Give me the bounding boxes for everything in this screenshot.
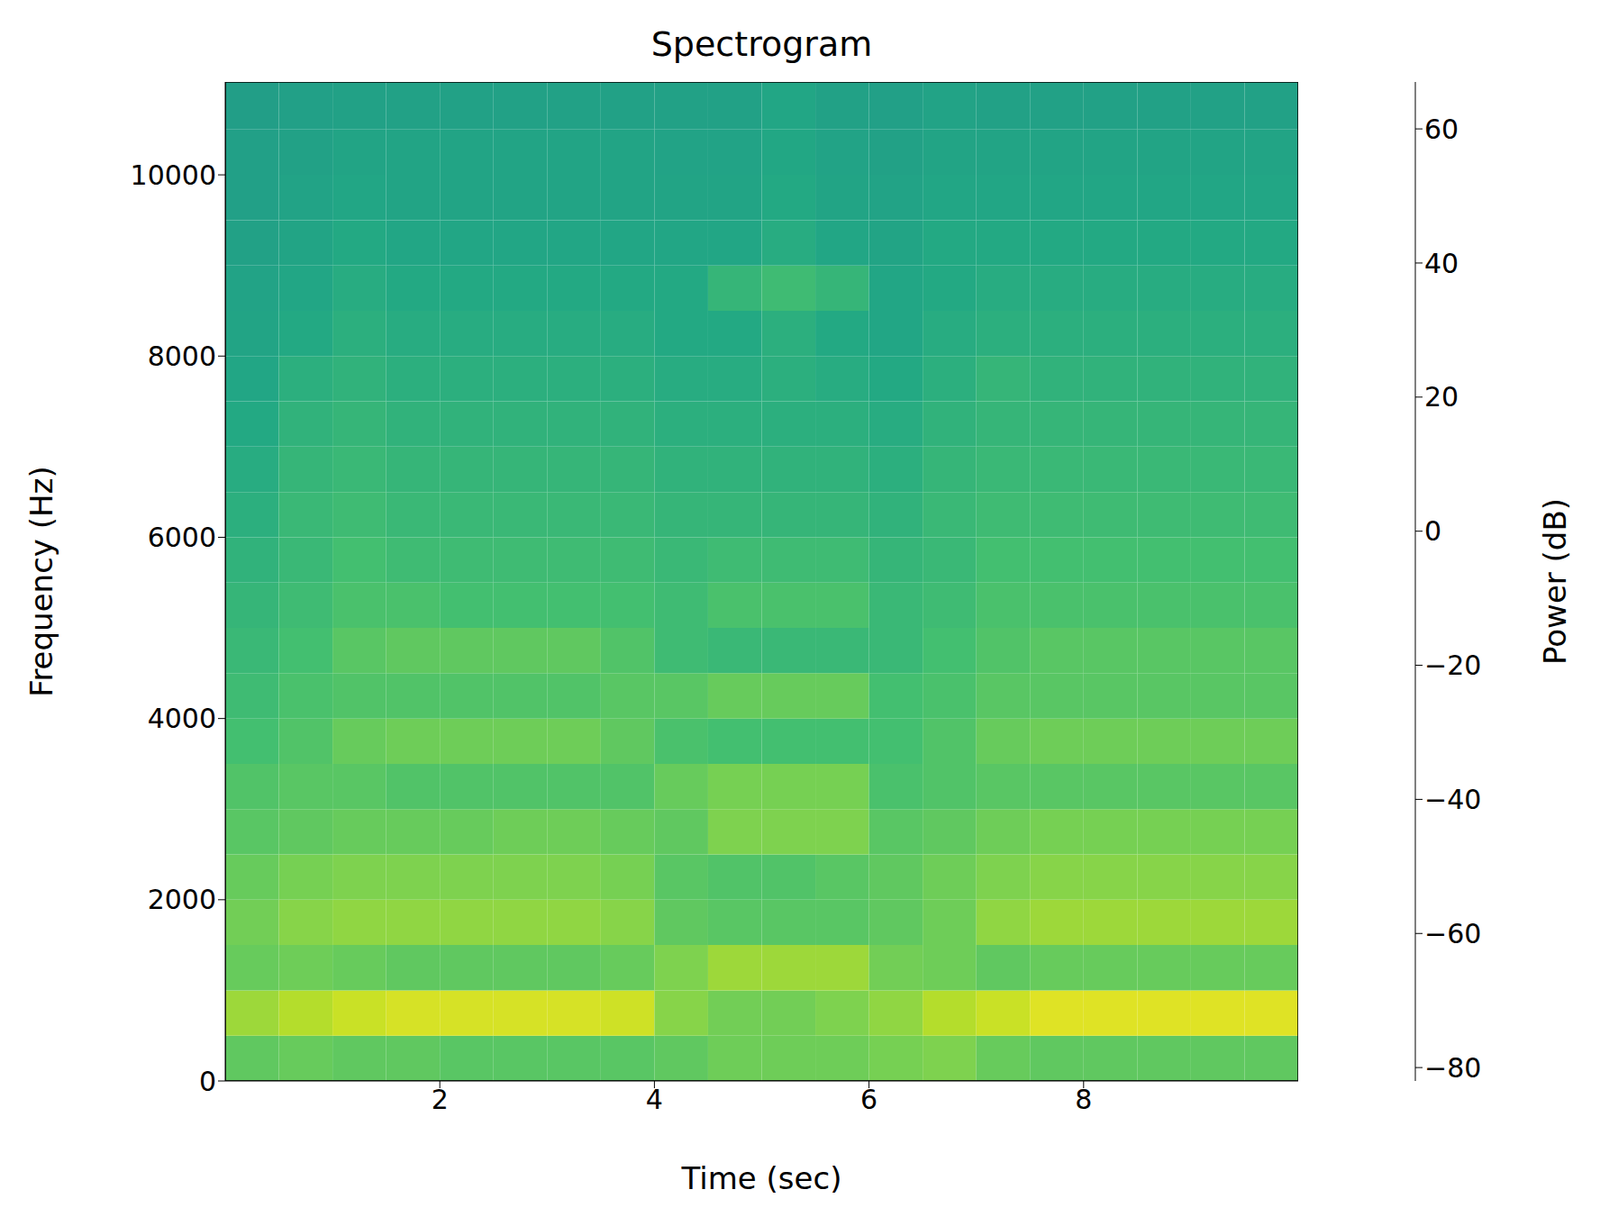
svg-text:4000: 4000 (147, 702, 217, 735)
svg-text:20: 20 (1424, 381, 1459, 413)
svg-text:−60: −60 (1424, 918, 1482, 950)
svg-text:8: 8 (1074, 1083, 1092, 1116)
svg-text:Spectrogram: Spectrogram (651, 24, 873, 64)
svg-text:−20: −20 (1424, 649, 1482, 682)
svg-text:8000: 8000 (147, 340, 217, 373)
svg-text:6000: 6000 (147, 521, 217, 554)
svg-text:Frequency (Hz): Frequency (Hz) (23, 465, 60, 697)
svg-text:6: 6 (860, 1083, 878, 1116)
svg-text:0: 0 (1424, 515, 1442, 547)
svg-text:60: 60 (1424, 113, 1459, 146)
svg-text:0: 0 (199, 1065, 217, 1098)
svg-text:10000: 10000 (130, 159, 217, 191)
svg-text:−80: −80 (1424, 1052, 1482, 1084)
svg-text:2: 2 (431, 1083, 449, 1116)
svg-text:4: 4 (645, 1083, 664, 1116)
svg-text:Power (dB): Power (dB) (1536, 498, 1573, 665)
svg-text:2000: 2000 (147, 883, 217, 916)
svg-text:40: 40 (1424, 247, 1459, 280)
svg-text:−40: −40 (1424, 783, 1482, 816)
svg-text:Time (sec): Time (sec) (681, 1160, 843, 1197)
